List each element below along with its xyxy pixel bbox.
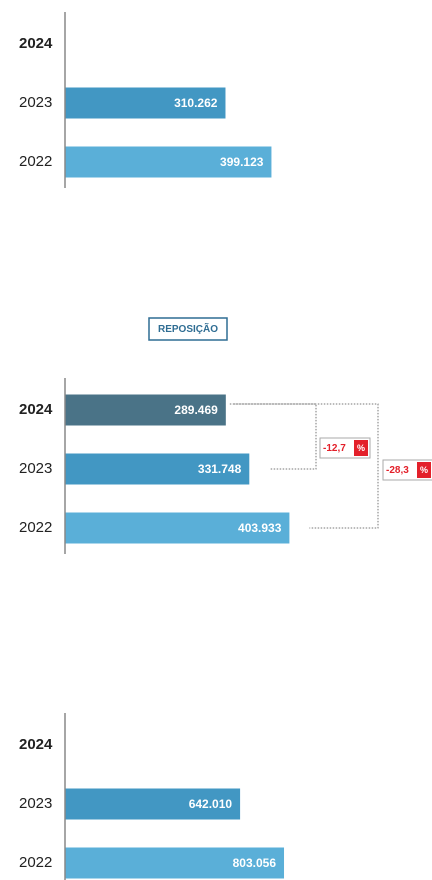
category-label: 2023: [19, 795, 52, 812]
title-box: [148, 317, 228, 341]
category-label: 2024: [19, 401, 53, 418]
category-label: 2022: [19, 519, 52, 536]
category-label: 2022: [19, 153, 52, 170]
bar: [65, 847, 285, 879]
bar: [65, 453, 250, 485]
value-label: 399.123: [220, 155, 264, 169]
value-label: 642.010: [189, 797, 233, 811]
bar: [65, 394, 226, 426]
bar: [65, 87, 226, 119]
value-label: 331.748: [198, 462, 242, 476]
bar: [65, 512, 290, 544]
badge-unit-box: [354, 440, 368, 456]
category-label: 2024: [19, 736, 53, 753]
value-label: 310.262: [174, 96, 218, 110]
connector: [233, 403, 379, 529]
category-label: 2024: [19, 35, 53, 52]
bar: [65, 146, 272, 178]
category-label: 2023: [19, 460, 52, 477]
annotation-label: -12,7: [323, 443, 346, 454]
category-label: 2022: [19, 854, 52, 871]
chart-title: REPOSIÇÃO: [158, 322, 218, 335]
value-label: 289.469: [174, 403, 218, 417]
annotation-unit: %: [420, 465, 428, 475]
bar: [65, 788, 241, 820]
category-label: 2023: [19, 94, 52, 111]
value-label: 803.056: [233, 856, 277, 870]
badge-unit-box: [417, 462, 431, 478]
value-label: 403.933: [238, 521, 282, 535]
annotation-label: -28,3: [386, 465, 409, 476]
annotation-unit: %: [357, 443, 365, 453]
